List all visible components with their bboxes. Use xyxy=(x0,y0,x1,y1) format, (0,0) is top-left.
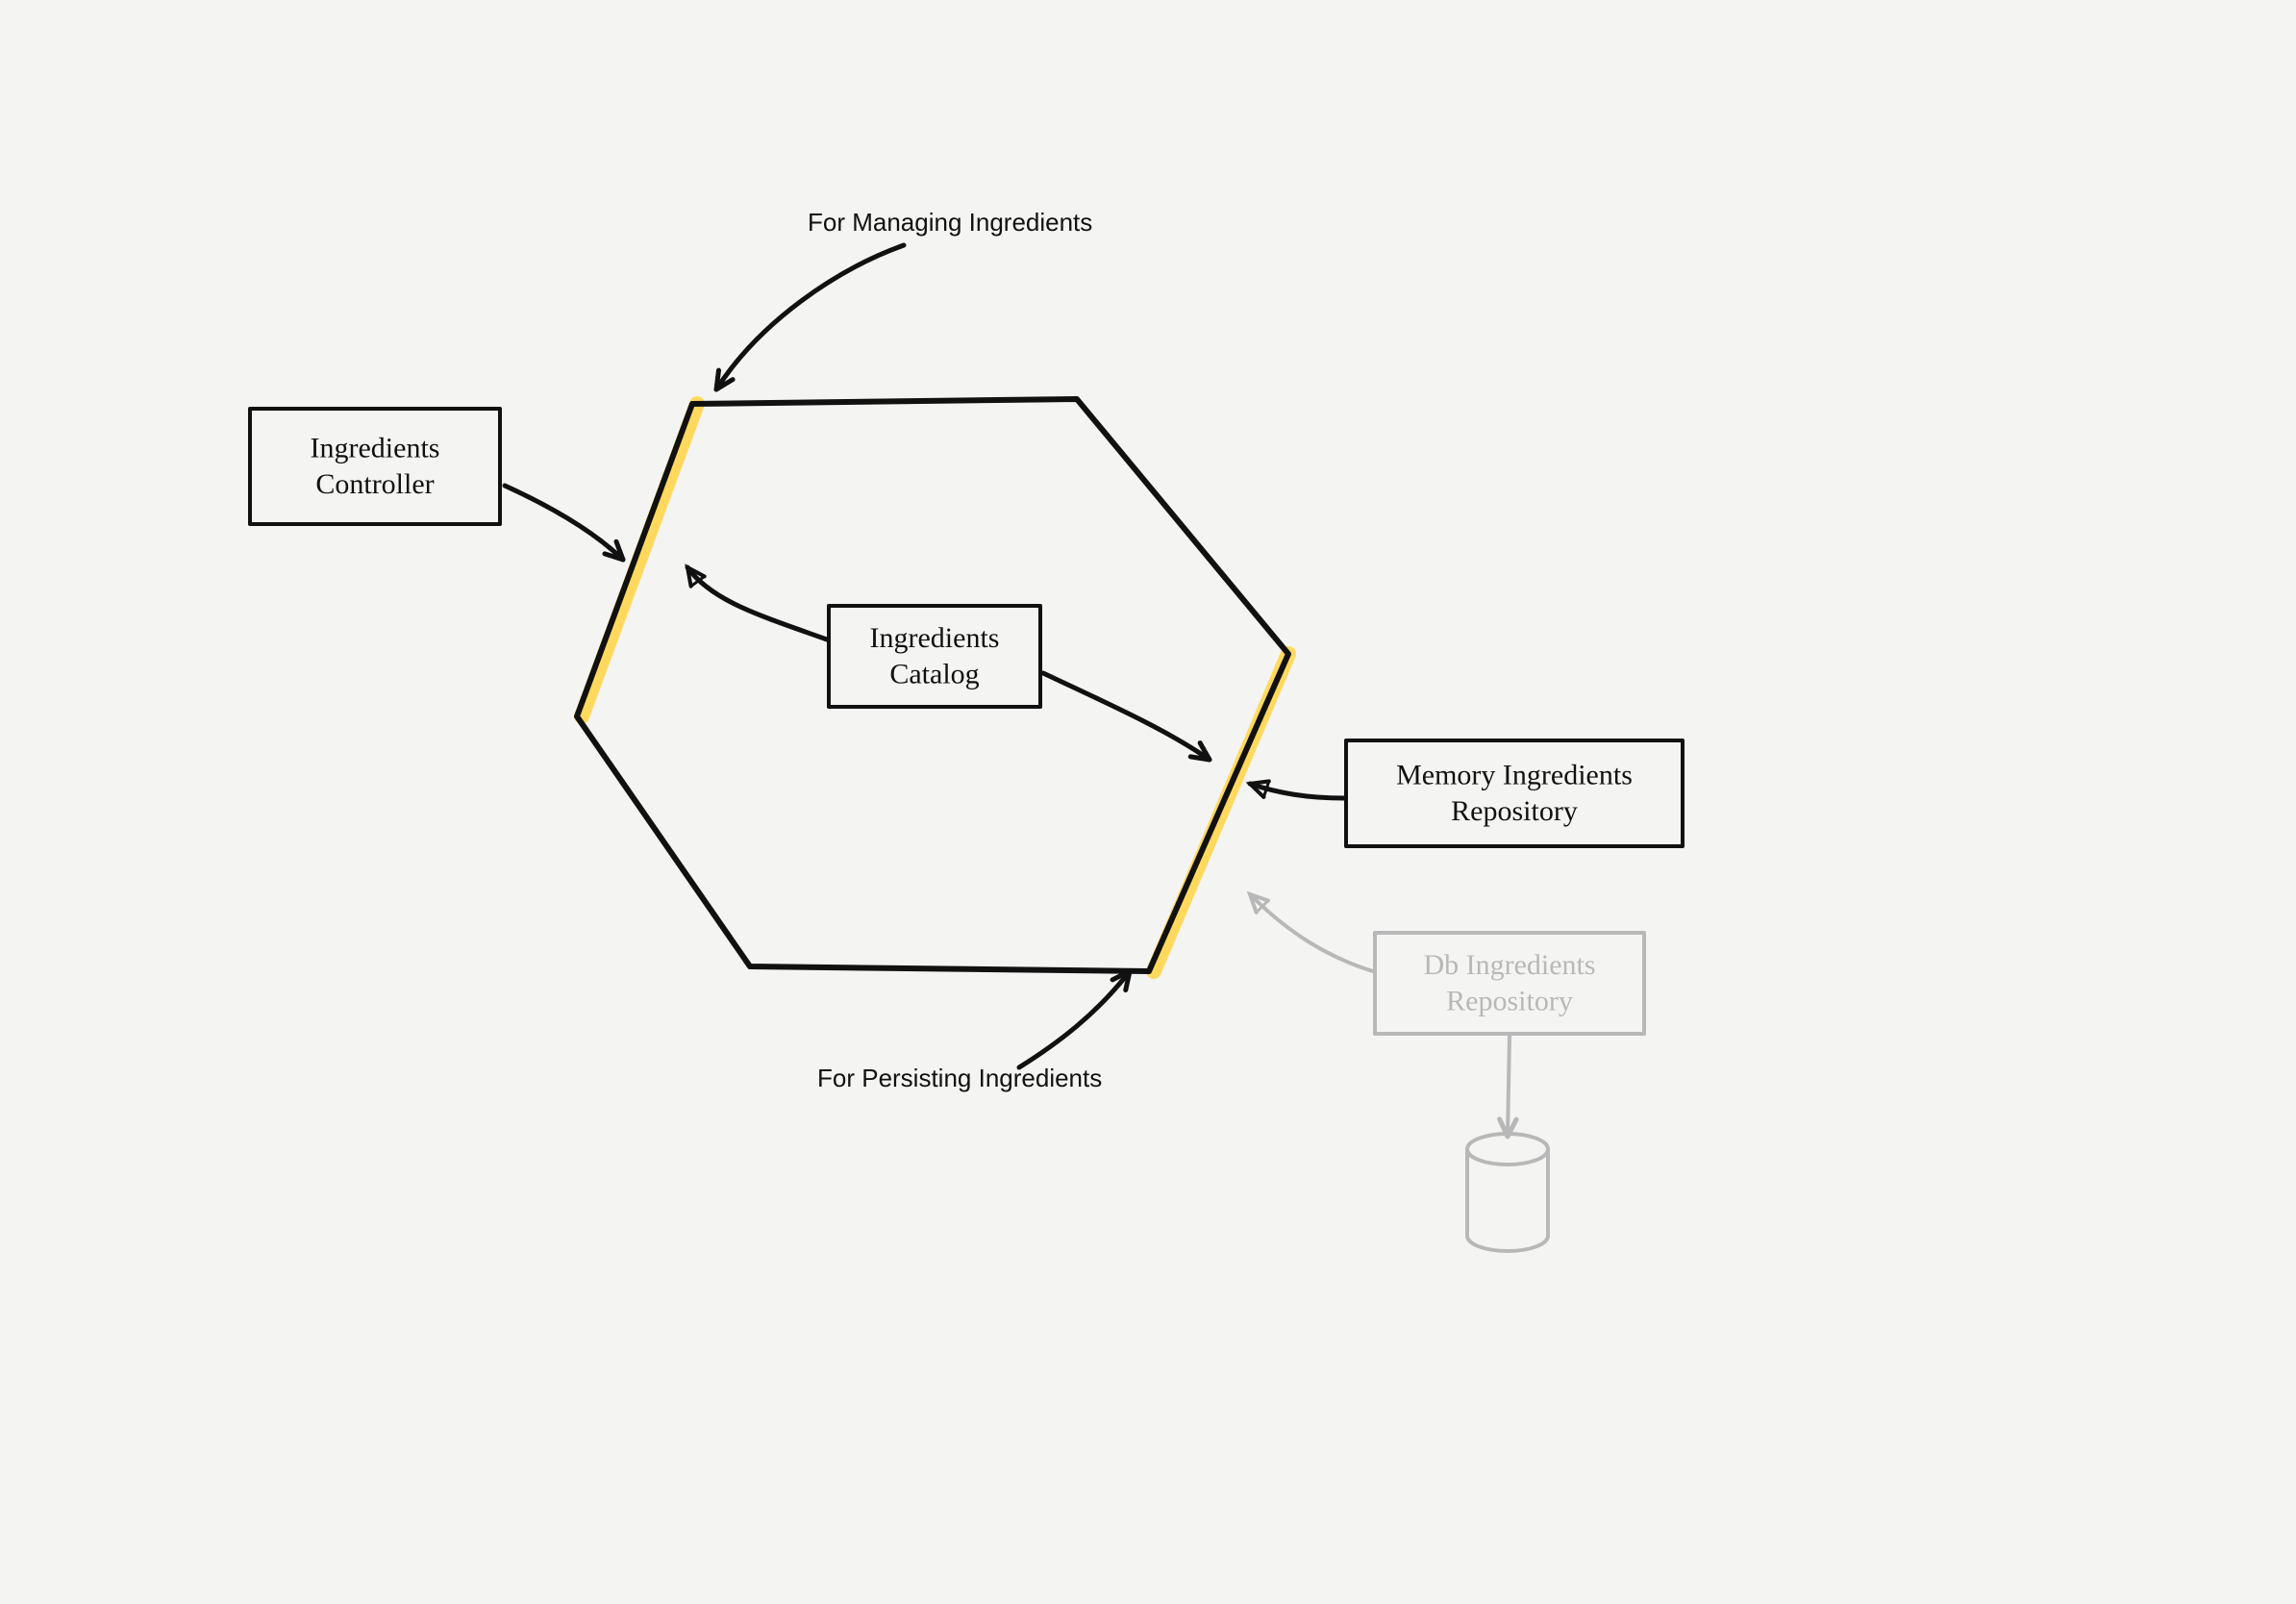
box-memory_repo: Memory IngredientsRepository xyxy=(1346,740,1683,846)
database-cylinder-icon xyxy=(1467,1134,1548,1251)
box-catalog: IngredientsCatalog xyxy=(829,606,1040,707)
arrow-db_to_cylinder xyxy=(1500,1037,1516,1137)
hexagonal-architecture-diagram: IngredientsController IngredientsCatalog M… xyxy=(0,0,2296,1604)
arrow-catalog_to_leftport xyxy=(687,567,827,639)
arrow-catalog_to_rightport xyxy=(1043,673,1210,760)
arrow-controller_to_port xyxy=(505,486,623,560)
arrow-memory_to_port xyxy=(1250,781,1344,798)
arrow-persisting_note xyxy=(1019,971,1130,1067)
box-db_repo: Db IngredientsRepository xyxy=(1375,933,1644,1034)
arrow-db_to_port xyxy=(1250,894,1373,971)
box-controller: IngredientsController xyxy=(250,409,500,524)
label-persisting-port: For Persisting Ingredients xyxy=(817,1064,1102,1092)
port-highlight-0 xyxy=(582,404,697,716)
label-managing-port: For Managing Ingredients xyxy=(808,208,1092,237)
arrow-managing_note xyxy=(716,245,904,389)
